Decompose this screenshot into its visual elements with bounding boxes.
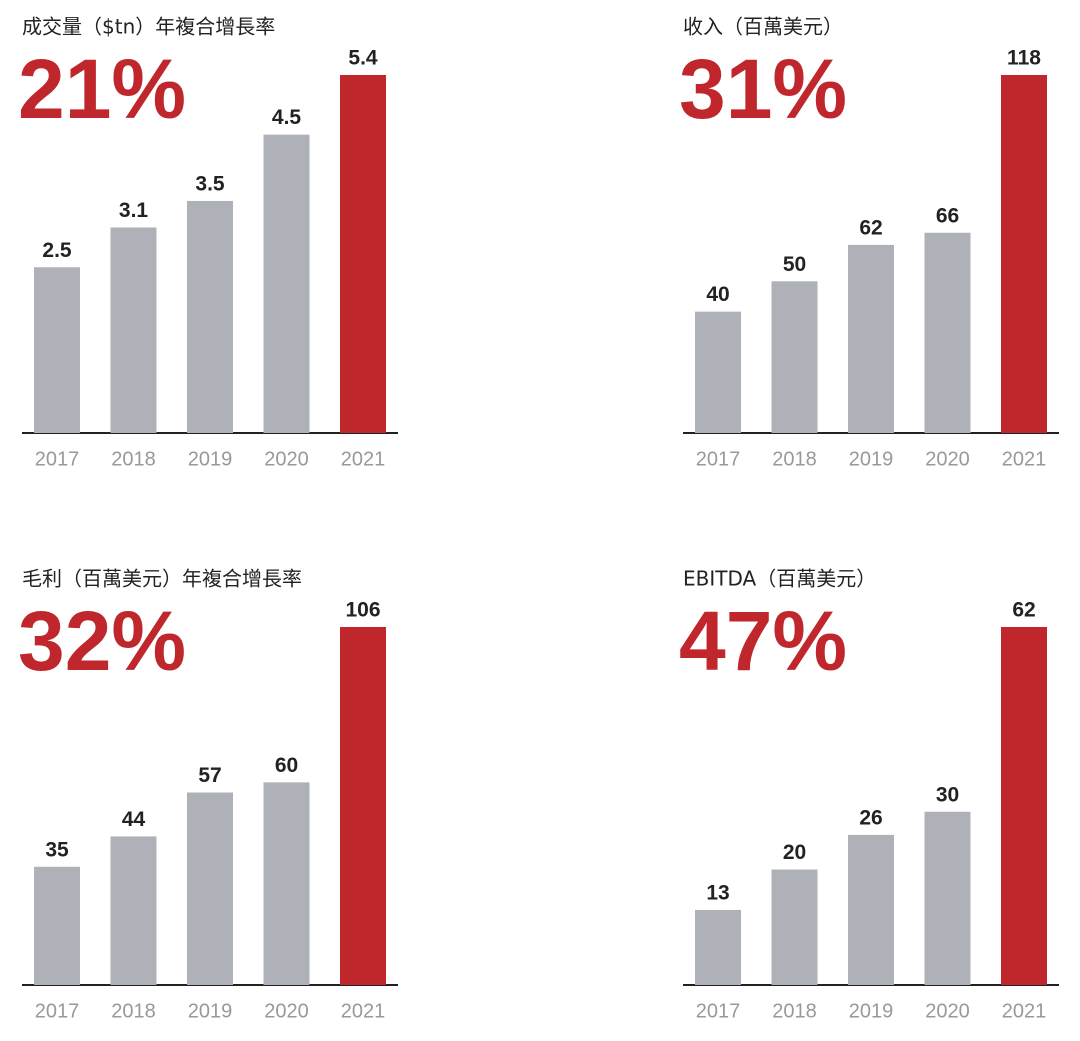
x-tick-label: 2019 [188, 448, 233, 470]
growth-rate: 47% [679, 594, 847, 688]
x-tick-label: 2019 [849, 448, 894, 470]
growth-rate: 31% [679, 42, 847, 136]
bar [695, 909, 741, 985]
chart-title: 收入（百萬美元） [683, 15, 843, 39]
value-label: 118 [1007, 47, 1041, 70]
x-tick-label: 2017 [696, 448, 741, 470]
value-label: 62 [859, 216, 882, 239]
value-label: 3.1 [119, 199, 149, 222]
bar [771, 869, 818, 985]
chart-title: 毛利（百萬美元）年複合增長率 [22, 567, 302, 591]
bar [263, 134, 310, 433]
bar [924, 232, 971, 433]
x-tick-label: 2020 [925, 1000, 970, 1022]
x-tick-label: 2018 [772, 1000, 817, 1022]
bar [187, 200, 233, 433]
x-tick-label: 2021 [1002, 448, 1047, 470]
x-tick-label: 2019 [849, 1000, 894, 1022]
value-label: 62 [1012, 599, 1035, 622]
growth-rate: 32% [18, 594, 186, 688]
value-label: 60 [275, 754, 298, 777]
x-tick-label: 2020 [925, 448, 970, 470]
x-tick-label: 2020 [264, 448, 309, 470]
x-tick-label: 2021 [1002, 1000, 1047, 1022]
x-tick-label: 2018 [111, 1000, 156, 1022]
bar [1001, 75, 1047, 433]
bar [187, 792, 233, 985]
x-tick-label: 2019 [188, 1000, 233, 1022]
bar [34, 866, 80, 985]
x-tick-label: 2021 [341, 1000, 386, 1022]
value-label: 44 [122, 808, 146, 831]
value-label: 20 [783, 841, 806, 864]
bar [340, 627, 386, 985]
bar [848, 834, 894, 985]
value-label: 35 [45, 838, 69, 861]
value-label: 50 [783, 253, 806, 276]
value-label: 4.5 [272, 106, 302, 129]
bar [695, 311, 741, 433]
bar [771, 281, 818, 433]
bar [34, 267, 80, 433]
value-label: 3.5 [195, 173, 225, 196]
value-label: 57 [198, 764, 221, 787]
bar [263, 782, 310, 985]
x-tick-label: 2020 [264, 1000, 309, 1022]
bar [340, 75, 386, 433]
bar [1001, 627, 1047, 985]
chart-title: EBITDA（百萬美元） [683, 567, 876, 591]
x-tick-label: 2017 [35, 448, 80, 470]
value-label: 5.4 [348, 47, 378, 70]
growth-rate: 21% [18, 42, 186, 136]
chart-title: 成交量（$tn）年複合增長率 [22, 15, 275, 39]
x-tick-label: 2017 [696, 1000, 741, 1022]
value-label: 13 [706, 881, 729, 904]
value-label: 26 [859, 806, 882, 829]
x-tick-label: 2018 [772, 448, 817, 470]
x-tick-label: 2021 [341, 448, 386, 470]
bar [848, 244, 894, 433]
value-label: 66 [936, 204, 959, 227]
bar [924, 811, 971, 985]
value-label: 106 [345, 599, 380, 622]
x-tick-label: 2017 [35, 1000, 80, 1022]
bar [110, 227, 157, 433]
value-label: 40 [706, 283, 729, 306]
value-label: 2.5 [42, 239, 72, 262]
bar [110, 836, 157, 985]
x-tick-label: 2018 [111, 448, 156, 470]
value-label: 30 [936, 783, 959, 806]
